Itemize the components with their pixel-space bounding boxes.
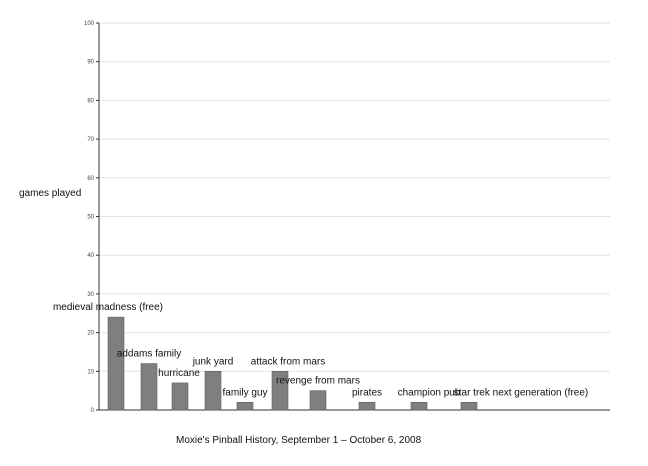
bar-label: addams family [117,349,181,360]
bar-champion-pub [410,401,428,411]
bar-addams-family [140,363,158,411]
bar-revenge-from-mars [309,390,327,411]
y-tick-label: 70 [87,137,94,143]
y-tick-label: 100 [84,21,95,27]
y-tick-label: 0 [91,408,95,414]
bar-label: pirates [352,387,382,398]
gridlines [99,22,610,411]
bar-pirates [358,401,376,411]
bar-label: hurricane [158,368,200,379]
bar-label: junk yard [192,356,234,367]
y-axis-ticks: 0 10 20 30 40 50 60 70 80 90 100 [84,21,99,414]
y-tick-label: 90 [87,60,94,66]
y-tick-label: 60 [87,176,94,182]
y-tick-label: 30 [87,292,94,298]
bar-junk-yard [204,370,222,411]
bar-medieval-madness-free [107,316,125,411]
bar-family-guy [236,401,254,411]
bar-label: champion pub [398,387,461,398]
bar-label: revenge from mars [276,376,360,387]
bar-label: star trek next generation (free) [454,387,589,398]
bar-label: medieval madness (free) [53,302,163,313]
y-tick-label: 20 [87,331,94,337]
y-tick-label: 40 [87,253,94,259]
y-tick-label: 10 [87,369,94,375]
bar-hurricane [171,382,189,411]
y-axis-title: games played [19,188,81,199]
y-tick-label: 80 [87,98,94,104]
bar-label: family guy [222,387,267,398]
chart-title: Moxie's Pinball History, September 1 – O… [176,435,422,446]
bars [107,316,478,411]
bar-attack-from-mars [271,370,289,411]
y-tick-label: 50 [87,215,94,221]
bar-label: attack from mars [251,356,325,367]
bar-labels: medieval madness (free) addams family hurr… [53,302,588,398]
bar-star-trek-next-generation-free [460,401,478,411]
